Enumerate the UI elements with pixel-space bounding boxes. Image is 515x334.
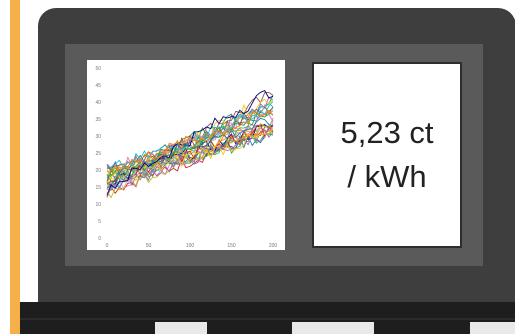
series-line — [106, 109, 274, 173]
chart-series — [106, 90, 274, 199]
y-tick-label: 30 — [95, 134, 101, 140]
price-display: 5,23 ct / kWh — [312, 62, 462, 248]
base-highlight — [292, 322, 374, 334]
price-paths-chart: 0 5 10 15 20 25 30 35 40 45 50 0 50 100 150 200 — [87, 60, 285, 250]
y-tick-label: 20 — [95, 168, 101, 174]
x-tick-label: 150 — [227, 243, 236, 249]
y-tick-label: 45 — [95, 83, 101, 89]
y-tick-label: 10 — [95, 202, 101, 208]
x-tick-label: 100 — [186, 243, 195, 249]
y-axis-ticks: 0 5 10 15 20 25 30 35 40 45 50 — [95, 66, 101, 242]
x-axis-ticks: 0 50 100 150 200 — [106, 243, 278, 249]
y-tick-label: 15 — [95, 185, 101, 191]
y-tick-label: 40 — [95, 100, 101, 106]
x-tick-label: 0 — [106, 243, 109, 249]
laptop-base-edge — [20, 318, 515, 320]
price-value: 5,23 ct — [340, 115, 434, 150]
left-margin — [0, 0, 10, 334]
series-line — [106, 118, 274, 199]
price-unit: / kWh — [347, 159, 427, 194]
y-tick-label: 0 — [98, 236, 101, 242]
series-line — [106, 123, 274, 185]
series-line — [106, 110, 274, 181]
x-tick-label: 200 — [269, 243, 278, 249]
series-line — [106, 112, 274, 174]
y-tick-label: 50 — [95, 66, 101, 72]
y-tick-label: 35 — [95, 117, 101, 123]
base-highlight — [155, 322, 207, 334]
series-line — [106, 127, 274, 183]
chart-svg: 0 5 10 15 20 25 30 35 40 45 50 0 50 100 150 200 — [95, 66, 278, 249]
x-tick-label: 50 — [146, 243, 152, 249]
series-line — [106, 122, 274, 179]
accent-bar — [10, 0, 20, 334]
y-tick-label: 5 — [98, 219, 101, 225]
series-line — [106, 90, 274, 196]
y-tick-label: 25 — [95, 151, 101, 157]
base-highlight — [470, 322, 515, 334]
